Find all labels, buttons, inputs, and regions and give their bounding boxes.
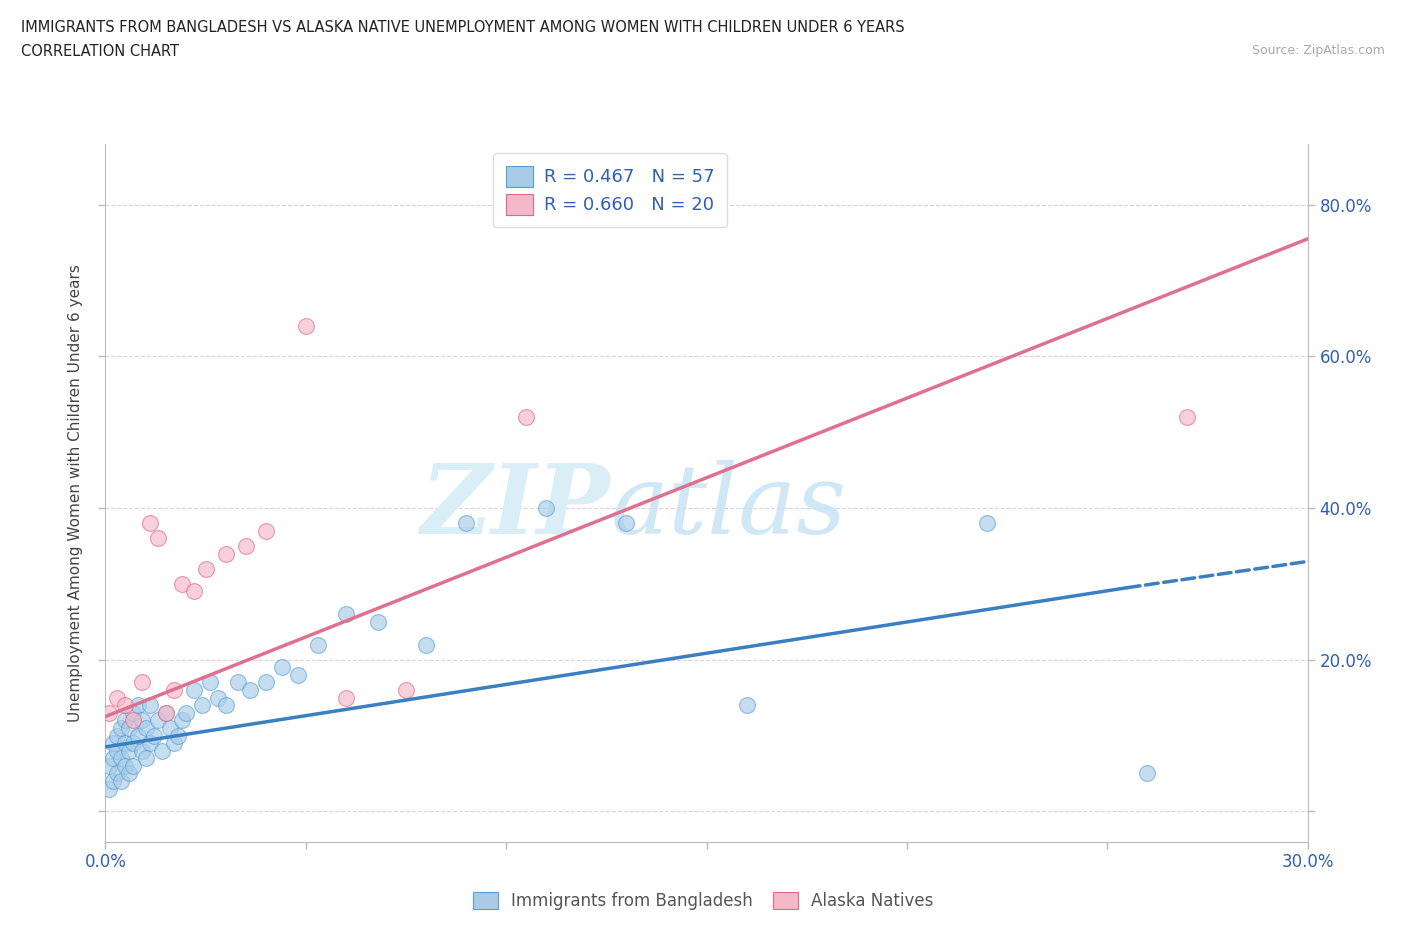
Point: [114, 713, 136, 728]
Point: [146, 531, 169, 546]
Point: [335, 606, 357, 621]
Point: [270, 660, 292, 675]
Point: [110, 774, 132, 789]
Point: [239, 683, 262, 698]
Point: [170, 577, 193, 591]
Point: [122, 705, 145, 720]
Point: [118, 743, 141, 758]
Point: [118, 721, 141, 736]
Legend: Immigrants from Bangladesh, Alaska Natives: Immigrants from Bangladesh, Alaska Nativ…: [465, 885, 941, 917]
Point: [135, 721, 157, 736]
Point: [307, 637, 329, 652]
Point: [131, 743, 153, 758]
Point: [287, 668, 309, 683]
Point: [415, 637, 437, 652]
Point: [107, 743, 129, 758]
Point: [107, 766, 129, 781]
Point: [142, 728, 165, 743]
Point: [976, 516, 998, 531]
Point: [616, 516, 638, 531]
Point: [107, 728, 129, 743]
Point: [122, 713, 145, 728]
Point: [183, 683, 205, 698]
Point: [207, 690, 229, 705]
Point: [515, 409, 537, 424]
Point: [122, 758, 145, 773]
Point: [110, 721, 132, 736]
Point: [162, 683, 184, 698]
Point: [226, 675, 249, 690]
Point: [735, 698, 758, 712]
Text: IMMIGRANTS FROM BANGLADESH VS ALASKA NATIVE UNEMPLOYMENT AMONG WOMEN WITH CHILDR: IMMIGRANTS FROM BANGLADESH VS ALASKA NAT…: [21, 20, 904, 35]
Point: [254, 524, 277, 538]
Point: [395, 683, 418, 698]
Point: [454, 516, 477, 531]
Point: [214, 698, 236, 712]
Point: [166, 728, 188, 743]
Point: [122, 736, 145, 751]
Y-axis label: Unemployment Among Women with Children Under 6 years: Unemployment Among Women with Children U…: [67, 264, 83, 722]
Point: [194, 562, 217, 577]
Point: [155, 705, 177, 720]
Point: [131, 675, 153, 690]
Point: [159, 721, 181, 736]
Point: [127, 698, 149, 712]
Point: [103, 774, 125, 789]
Point: [295, 319, 318, 334]
Point: [138, 516, 160, 531]
Point: [335, 690, 357, 705]
Point: [198, 675, 221, 690]
Point: [103, 751, 125, 765]
Point: [146, 713, 169, 728]
Point: [135, 751, 157, 765]
Point: [190, 698, 212, 712]
Point: [98, 781, 121, 796]
Point: [170, 713, 193, 728]
Text: atlas: atlas: [610, 459, 846, 554]
Point: [162, 736, 184, 751]
Point: [254, 675, 277, 690]
Point: [138, 698, 160, 712]
Point: [114, 698, 136, 712]
Point: [1177, 409, 1199, 424]
Point: [103, 736, 125, 751]
Point: [114, 736, 136, 751]
Legend: R = 0.467   N = 57, R = 0.660   N = 20: R = 0.467 N = 57, R = 0.660 N = 20: [494, 153, 727, 228]
Point: [534, 500, 557, 515]
Text: Source: ZipAtlas.com: Source: ZipAtlas.com: [1251, 44, 1385, 57]
Point: [367, 615, 389, 630]
Point: [235, 538, 257, 553]
Point: [150, 743, 173, 758]
Point: [114, 758, 136, 773]
Point: [138, 736, 160, 751]
Point: [183, 584, 205, 599]
Text: ZIP: ZIP: [420, 459, 610, 554]
Point: [98, 705, 121, 720]
Point: [118, 766, 141, 781]
Point: [110, 751, 132, 765]
Point: [214, 546, 236, 561]
Point: [127, 728, 149, 743]
Point: [174, 705, 197, 720]
Point: [98, 758, 121, 773]
Point: [155, 705, 177, 720]
Point: [1136, 766, 1159, 781]
Text: CORRELATION CHART: CORRELATION CHART: [21, 44, 179, 59]
Point: [107, 690, 129, 705]
Point: [131, 713, 153, 728]
